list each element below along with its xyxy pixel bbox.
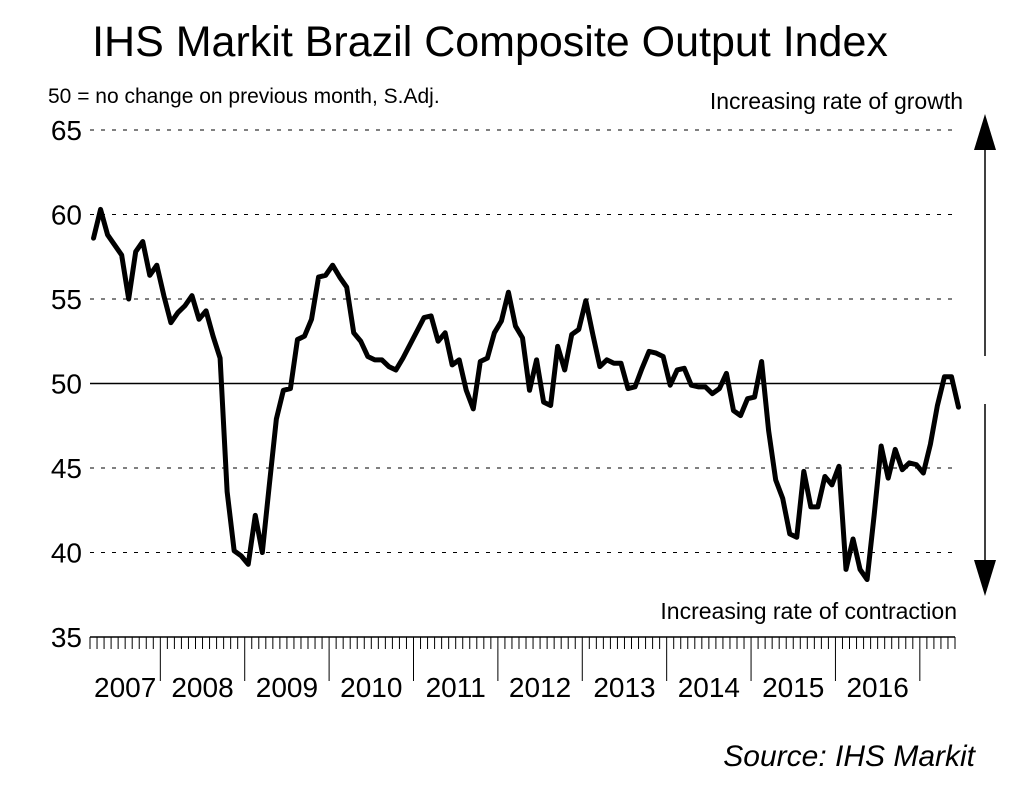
growth-arrow — [974, 114, 996, 356]
y-tick-label-65: 65 — [51, 115, 82, 146]
x-tick-label-2010: 2010 — [340, 672, 402, 703]
series-line-0 — [91, 206, 962, 583]
x-tick-label-2012: 2012 — [509, 672, 571, 703]
x-tick-label-2007: 2007 — [94, 672, 156, 703]
x-axis — [89, 636, 956, 681]
annotation-contraction: Increasing rate of contraction — [660, 598, 957, 624]
arrow-up-icon — [974, 114, 996, 150]
y-tick-label-45: 45 — [51, 453, 82, 484]
x-tick-label-2008: 2008 — [171, 672, 233, 703]
y-tick-label-40: 40 — [51, 538, 82, 569]
chart-subtitle: 50 = no change on previous month, S.Adj. — [48, 85, 440, 108]
x-tick-label-2016: 2016 — [846, 672, 908, 703]
y-axis-tick-labels: 65 60 55 50 45 40 35 — [51, 115, 82, 653]
series-layer — [91, 206, 962, 583]
x-tick-label-2014: 2014 — [678, 672, 740, 703]
chart-title: IHS Markit Brazil Composite Output Index — [92, 18, 888, 66]
x-tick-label-2011: 2011 — [426, 672, 486, 703]
annotation-growth: Increasing rate of growth — [710, 88, 963, 114]
x-tick-label-2013: 2013 — [593, 672, 655, 703]
x-axis-tick-labels: 2007 2008 2009 2010 2011 2012 2013 2014 2015 2016 — [94, 672, 909, 703]
chart-source: Source: IHS Markit — [723, 740, 976, 773]
contraction-arrow — [974, 404, 996, 596]
x-tick-label-2015: 2015 — [762, 672, 824, 703]
x-tick-label-2009: 2009 — [256, 672, 318, 703]
y-tick-label-55: 55 — [51, 284, 82, 315]
y-tick-label-50: 50 — [51, 369, 82, 400]
y-tick-label-35: 35 — [51, 622, 82, 653]
arrow-down-icon — [974, 560, 996, 596]
y-tick-label-60: 60 — [51, 200, 82, 231]
